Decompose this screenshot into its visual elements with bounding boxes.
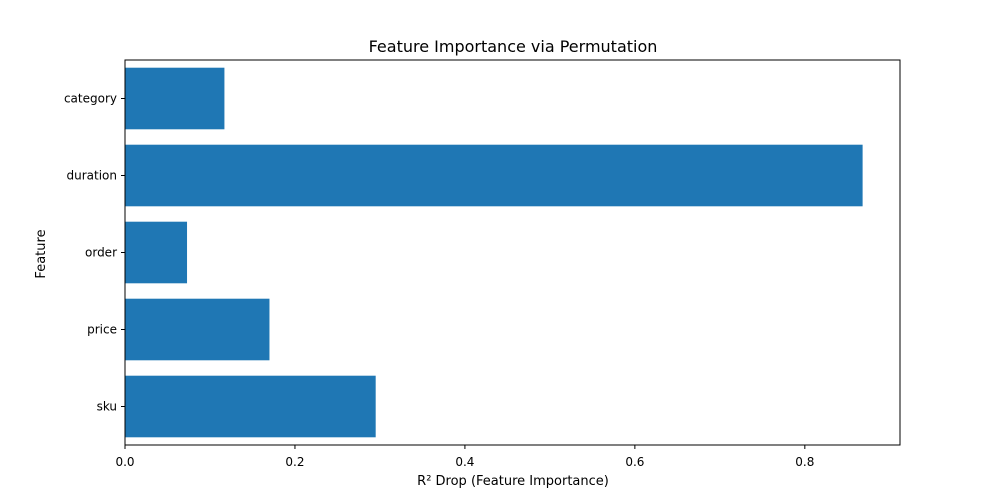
x-tick-label: 0.6 — [625, 455, 644, 469]
y-tick-label: category — [64, 92, 117, 106]
x-tick-label: 0.4 — [455, 455, 474, 469]
y-tick-label: sku — [97, 400, 117, 414]
y-axis: category duration order price sku — [64, 92, 125, 414]
x-tick-label: 0.8 — [795, 455, 814, 469]
x-axis-label: R² Drop (Feature Importance) — [417, 474, 609, 489]
y-tick-label: duration — [67, 169, 118, 183]
y-tick-label: price — [87, 323, 117, 337]
plot-frame — [124, 59, 901, 446]
bar-order — [125, 221, 188, 284]
bar-price — [125, 298, 270, 361]
bars-group — [125, 67, 863, 438]
chart-title: Feature Importance via Permutation — [369, 37, 658, 56]
x-tick-label: 0.2 — [285, 455, 304, 469]
y-tick-label: order — [85, 246, 117, 260]
x-axis: 0.0 0.2 0.4 0.6 0.8 — [115, 445, 814, 469]
bar-category — [125, 67, 225, 130]
x-tick-label: 0.0 — [115, 455, 134, 469]
y-axis-label: Feature — [34, 229, 49, 278]
bar-sku — [125, 375, 376, 438]
bar-duration — [125, 144, 863, 207]
